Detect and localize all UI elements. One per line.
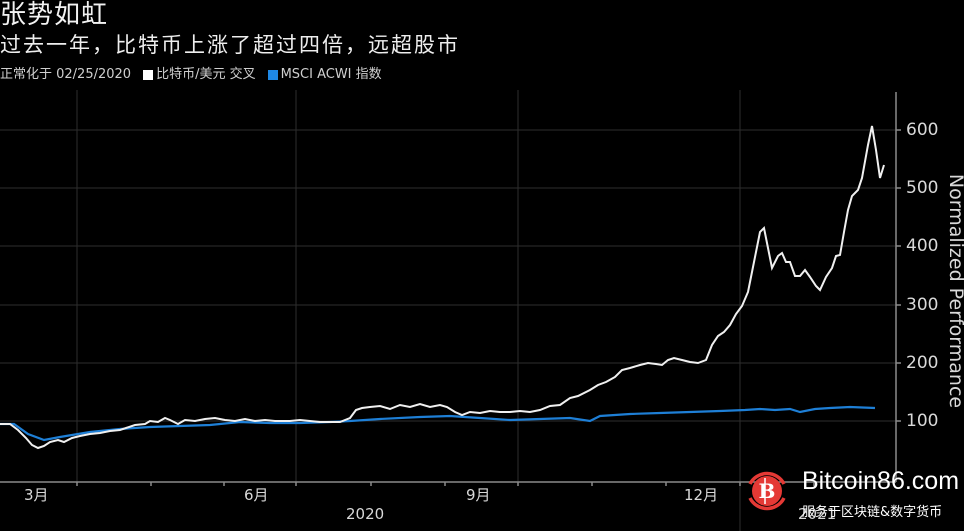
watermark-tagline: 服务于区块链&数字货币: [802, 505, 943, 520]
x-tick-dec: 12月: [684, 486, 719, 504]
x-tick-sep: 9月: [466, 486, 491, 504]
legend-swatch-btc: [143, 70, 154, 80]
chart-title: 张势如虹: [0, 0, 109, 30]
axes: [0, 92, 901, 486]
y-tick-300: 300: [906, 295, 939, 315]
chart-subtitle: 过去一年，比特币上涨了超过四倍，远超股市: [0, 33, 460, 57]
y-tick-600: 600: [906, 120, 939, 140]
msci-acwi-line: [0, 405, 876, 442]
normalized-note: 正常化于 02/25/2020: [0, 67, 132, 82]
y-tick-400: 400: [906, 236, 939, 256]
x-tick-mar: 3月: [24, 486, 49, 504]
watermark: B Bitcoin86.com 服务于区块链&数字货币: [742, 463, 964, 531]
legend-swatch-msci: [267, 70, 278, 80]
x-tick-jun: 6月: [244, 486, 269, 504]
y-tick-100: 100: [906, 411, 939, 431]
y-axis-label: Normalized Performance: [945, 173, 964, 409]
bitcoin-logo-icon: B: [748, 471, 786, 511]
y-tick-500: 500: [906, 178, 939, 198]
x-year-2020: 2020: [346, 505, 385, 523]
svg-text:B: B: [759, 479, 776, 503]
legend-label-btc: 比特币/美元 交叉: [156, 67, 256, 82]
legend: 正常化于 02/25/2020 比特币/美元 交叉 MSCI ACWI 指数: [0, 66, 382, 84]
bitcoin-usd-line: [0, 125, 885, 450]
watermark-site: Bitcoin86.com: [802, 467, 960, 495]
x-year-2021: 2021: [798, 505, 837, 523]
gridlines: [0, 90, 896, 531]
legend-label-msci: MSCI ACWI 指数: [280, 67, 382, 82]
y-tick-200: 200: [906, 353, 939, 373]
